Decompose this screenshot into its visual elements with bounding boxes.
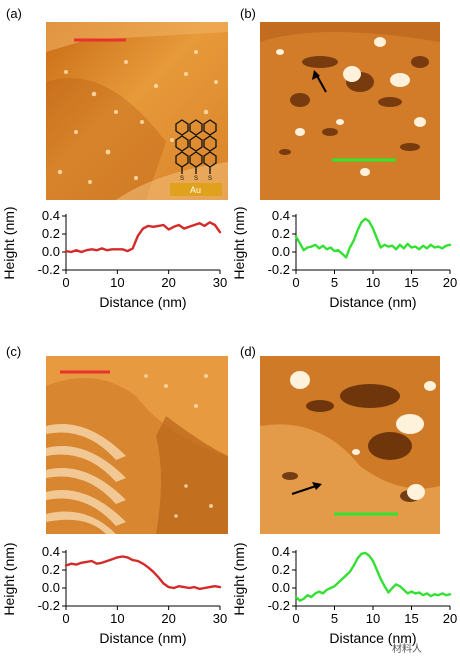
y-tick-label: 0.4 [272, 544, 290, 559]
arrow-indicator-d [291, 485, 317, 495]
y-tick-label: -0.2 [38, 598, 60, 613]
y-axis-label: Height (nm) [231, 206, 247, 279]
profile-plot-svg: 0 10 20 30 0.4 0.2 0.0 -0.2 Distance (nm) Height … [1, 542, 227, 646]
height-profile-chart-c: 0 10 20 30 0.4 0.2 0.0 -0.2 Distance (nm) Height … [0, 542, 230, 662]
y-tick-label: 0.4 [272, 208, 290, 223]
y-tick-label: 0.2 [272, 562, 290, 577]
stm-image-b [260, 22, 440, 200]
y-tick-label: 0.0 [42, 580, 60, 595]
x-tick-label: 20 [161, 275, 175, 290]
x-tick-label: 30 [213, 611, 227, 626]
y-tick-label: 0.4 [42, 544, 60, 559]
svg-text:S: S [208, 176, 212, 182]
watermark-text: 材料人 [392, 644, 422, 655]
y-tick-label: -0.2 [268, 598, 290, 613]
height-profile-line [294, 551, 452, 602]
x-tick-label: 15 [404, 275, 418, 290]
x-tick-label: 0 [292, 275, 299, 290]
au-substrate-label: Au [190, 185, 201, 195]
profile-plot-svg: 0 5 10 15 20 0.4 0.2 0.0 -0.2 Distance (nm) Height… [231, 542, 457, 646]
height-profile-chart-b: 0 5 10 15 20 0.4 0.2 0.0 -0.2 Distance (nm) Height… [230, 206, 460, 326]
panel-label-d: (d) [240, 344, 256, 359]
y-axis-label: Height (nm) [231, 542, 247, 615]
y-tick-label: -0.2 [268, 262, 290, 277]
svg-text:S: S [194, 176, 198, 182]
y-tick-label: 0.2 [42, 226, 60, 241]
x-tick-label: 10 [366, 275, 380, 290]
x-tick-label: 10 [110, 275, 124, 290]
x-axis-label: Distance (nm) [329, 630, 416, 646]
x-tick-label: 20 [443, 611, 457, 626]
y-axis-label: Height (nm) [1, 542, 17, 615]
x-tick-label: 10 [366, 611, 380, 626]
x-tick-label: 5 [331, 611, 338, 626]
y-tick-label: 0.2 [42, 562, 60, 577]
x-tick-label: 10 [110, 611, 124, 626]
hexabenzocoronene-thiol-icon: S S S Au [170, 119, 222, 196]
height-profile-chart-a: 0 10 20 30 0.4 0.2 0.0 -0.2 Distance (nm) Height … [0, 206, 230, 326]
y-tick-label: 0.0 [272, 580, 290, 595]
x-axis-label: Distance (nm) [99, 294, 186, 310]
y-tick-label: 0.0 [272, 244, 290, 259]
x-axis-label: Distance (nm) [329, 294, 416, 310]
y-tick-label: 0.4 [42, 208, 60, 223]
stm-image-d [260, 356, 440, 534]
height-profile-chart-d: 0 5 10 15 20 0.4 0.2 0.0 -0.2 Distance (nm) Height… [230, 542, 460, 662]
svg-text:S: S [180, 176, 184, 182]
y-tick-label: 0.2 [272, 226, 290, 241]
y-axis-label: Height (nm) [1, 206, 17, 279]
x-tick-label: 20 [443, 275, 457, 290]
x-tick-label: 0 [62, 275, 69, 290]
height-profile-line [64, 555, 222, 591]
height-profile-line [294, 217, 452, 259]
x-tick-label: 15 [404, 611, 418, 626]
x-tick-label: 0 [292, 611, 299, 626]
x-tick-label: 5 [331, 275, 338, 290]
molecule-inset: S S S Au [166, 118, 224, 198]
panel-label-c: (c) [6, 344, 22, 359]
height-profile-line [64, 221, 222, 254]
profile-plot-svg: 0 10 20 30 0.4 0.2 0.0 -0.2 Distance (nm) Height … [1, 206, 227, 310]
y-tick-label: -0.2 [38, 262, 60, 277]
x-tick-label: 20 [161, 611, 175, 626]
panel-label-a: (a) [6, 6, 22, 21]
x-tick-label: 0 [62, 611, 69, 626]
panel-label-b: (b) [240, 6, 256, 21]
x-tick-label: 30 [213, 275, 227, 290]
stm-image-a [46, 22, 228, 200]
x-axis-label: Distance (nm) [99, 630, 186, 646]
stm-image-c [46, 356, 228, 534]
profile-plot-svg: 0 5 10 15 20 0.4 0.2 0.0 -0.2 Distance (nm) Height… [231, 206, 457, 310]
y-tick-label: 0.0 [42, 244, 60, 259]
